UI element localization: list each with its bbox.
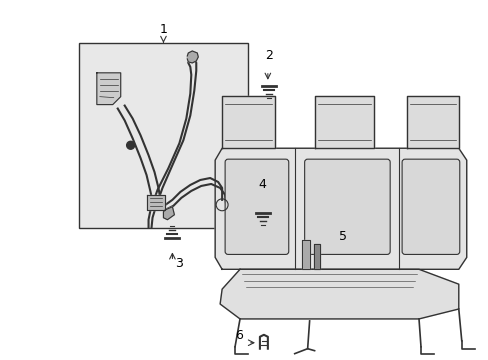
Text: 3: 3 <box>175 257 183 270</box>
Polygon shape <box>301 239 309 269</box>
Polygon shape <box>187 51 198 63</box>
Text: 4: 4 <box>257 178 265 191</box>
Text: 6: 6 <box>235 329 243 342</box>
Polygon shape <box>146 195 165 210</box>
Polygon shape <box>313 244 319 269</box>
FancyBboxPatch shape <box>401 159 459 255</box>
Polygon shape <box>314 96 373 148</box>
Text: 5: 5 <box>339 230 347 243</box>
Polygon shape <box>220 269 458 319</box>
Polygon shape <box>222 96 274 148</box>
Text: 2: 2 <box>264 49 272 62</box>
FancyBboxPatch shape <box>304 159 389 255</box>
Polygon shape <box>215 148 466 269</box>
Text: 1: 1 <box>159 23 167 36</box>
Circle shape <box>126 141 134 149</box>
Polygon shape <box>406 96 458 148</box>
Polygon shape <box>97 73 121 105</box>
Polygon shape <box>163 207 174 220</box>
Bar <box>79 43 247 228</box>
FancyBboxPatch shape <box>224 159 288 255</box>
